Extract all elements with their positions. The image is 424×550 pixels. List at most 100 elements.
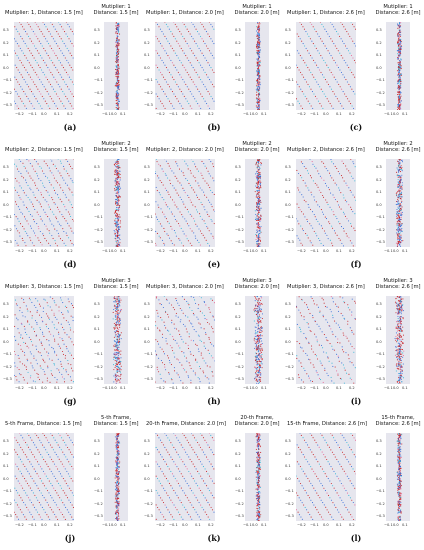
point <box>58 71 60 73</box>
point <box>116 44 118 46</box>
point <box>352 74 354 76</box>
point <box>399 46 401 48</box>
point <box>304 370 306 372</box>
point <box>177 100 179 102</box>
point <box>257 94 259 96</box>
point <box>115 330 117 332</box>
point <box>399 76 401 78</box>
point <box>65 71 67 73</box>
point <box>311 194 313 196</box>
point <box>256 33 258 35</box>
point <box>296 64 297 66</box>
point <box>165 23 167 25</box>
point <box>113 163 115 165</box>
point <box>59 74 61 76</box>
point <box>208 378 210 380</box>
point <box>51 223 53 225</box>
point <box>208 336 210 339</box>
point <box>46 380 48 382</box>
wide-y-tick: −0.1 <box>3 215 12 219</box>
point <box>58 47 60 49</box>
point <box>34 320 37 322</box>
wide-x-tick: 0.2 <box>349 112 355 116</box>
point <box>329 325 331 327</box>
point <box>256 32 259 34</box>
point <box>114 189 116 191</box>
point <box>258 358 260 360</box>
point <box>398 108 400 110</box>
wide-x-tick: −0.2 <box>15 112 24 116</box>
point <box>117 375 119 377</box>
point <box>258 61 260 63</box>
point <box>201 81 203 83</box>
point <box>53 52 56 54</box>
point <box>399 193 401 195</box>
point <box>209 201 211 203</box>
point <box>256 373 258 375</box>
point <box>26 382 28 384</box>
point <box>155 297 157 299</box>
point <box>257 200 259 202</box>
point <box>259 331 261 333</box>
point <box>44 50 46 52</box>
point <box>343 230 345 232</box>
point <box>116 206 118 208</box>
point <box>59 172 61 174</box>
point <box>36 223 38 225</box>
point <box>16 93 18 95</box>
point <box>51 98 53 100</box>
point <box>399 180 401 182</box>
point <box>303 28 305 30</box>
point <box>208 230 210 232</box>
point <box>398 71 400 73</box>
point <box>256 193 258 195</box>
point <box>117 187 119 189</box>
point <box>120 361 122 363</box>
point <box>48 206 50 208</box>
point <box>303 166 305 168</box>
point <box>116 306 118 308</box>
point <box>199 339 201 341</box>
point <box>400 240 402 242</box>
wide-x-tick: 0.0 <box>41 386 47 390</box>
point <box>20 187 23 189</box>
point <box>259 184 261 186</box>
point <box>260 214 262 216</box>
point <box>328 189 330 191</box>
point <box>71 105 73 107</box>
point <box>179 211 181 213</box>
point <box>191 230 193 232</box>
point <box>331 40 333 42</box>
point <box>163 213 165 215</box>
point <box>118 48 120 50</box>
point <box>400 177 402 179</box>
point <box>199 244 201 246</box>
point <box>14 76 16 78</box>
point <box>21 363 24 365</box>
point <box>19 361 21 363</box>
point <box>114 237 116 239</box>
point <box>52 88 55 90</box>
point <box>15 339 17 342</box>
point <box>397 186 399 188</box>
point <box>214 210 215 212</box>
point <box>158 83 160 85</box>
point <box>28 297 30 299</box>
point <box>185 69 187 71</box>
point <box>163 242 165 244</box>
point <box>56 381 58 383</box>
point <box>351 105 353 107</box>
point <box>159 373 161 375</box>
point <box>14 213 15 216</box>
point <box>259 98 261 100</box>
point <box>258 41 260 43</box>
point <box>193 296 195 298</box>
point <box>211 371 213 373</box>
point <box>120 353 122 355</box>
point <box>258 103 260 105</box>
point <box>203 206 205 208</box>
point <box>261 353 263 355</box>
point <box>339 223 341 225</box>
point <box>158 371 160 373</box>
point <box>55 192 57 194</box>
